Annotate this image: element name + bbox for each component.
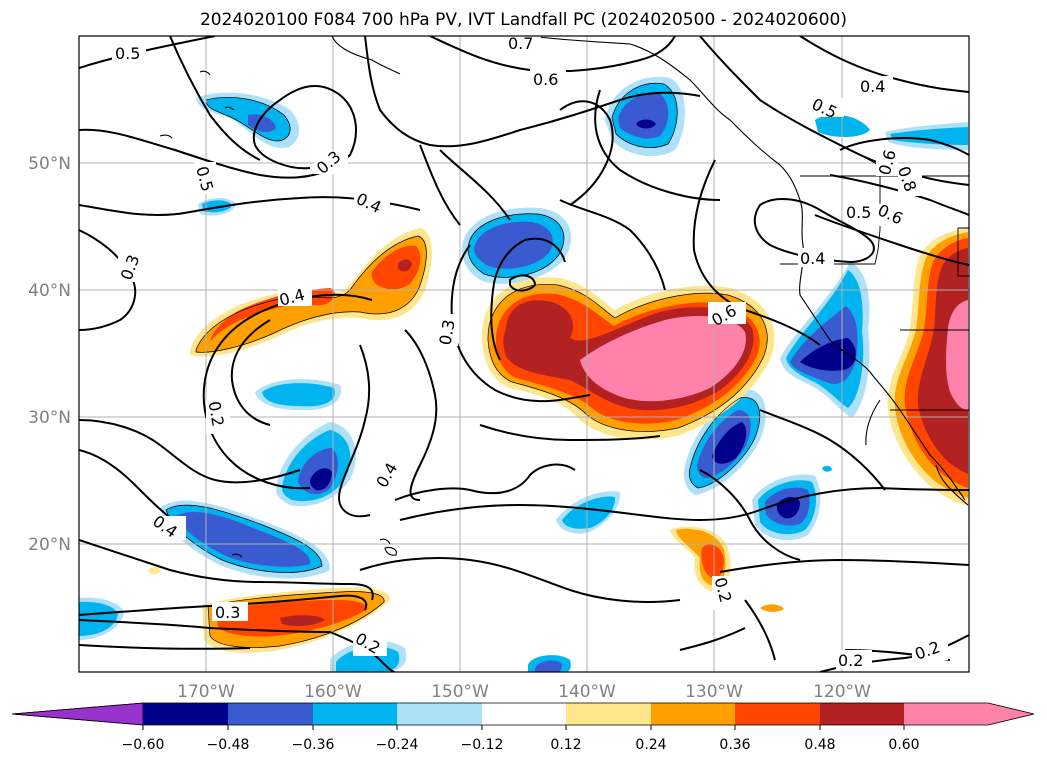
- shading-blue-east: [683, 262, 870, 541]
- colorbar-tick-label: −0.36: [292, 737, 335, 753]
- colorbar-segment: [397, 703, 482, 725]
- lon-tick-label: 150°W: [431, 682, 489, 702]
- contour-label: 0.4: [800, 249, 825, 268]
- lat-tick-label: 50°N: [28, 154, 71, 174]
- contour-labels: 0.5 0.7 0.6 0.4 0.5 0.3 0.5 0.4 0.3 0.4 …: [112, 34, 948, 670]
- lon-tick-label: 130°W: [685, 682, 743, 702]
- colorbar-tick-label: 0.24: [635, 737, 666, 753]
- contour-label: 0.2: [838, 651, 863, 670]
- colorbar-tick-label: −0.48: [207, 737, 250, 753]
- colorbar-segment: [482, 703, 566, 725]
- map-area: 0.5 0.7 0.6 0.4 0.5 0.3 0.5 0.4 0.3 0.4 …: [79, 34, 969, 672]
- colorbar-segment: [566, 703, 651, 725]
- colorbar-tick-label: 0.60: [888, 737, 919, 753]
- map-frame: [78, 35, 970, 673]
- lon-tick-labels: 170°W 160°W 150°W 140°W 130°W 120°W: [177, 682, 871, 702]
- contour-label: 0.4: [860, 77, 885, 96]
- contour-label: 0.3: [436, 318, 459, 346]
- contour-label: 0.5: [115, 44, 140, 63]
- lat-tick-labels: 50°N 40°N 30°N 20°N: [28, 154, 71, 555]
- lat-tick-label: 30°N: [28, 408, 71, 428]
- colorbar-segment: [143, 703, 228, 725]
- lon-tick-label: 140°W: [558, 682, 616, 702]
- colorbar-ticks: [142, 725, 905, 730]
- map-title: 2024020100 F084 700 hPa PV, IVT Landfall…: [199, 10, 847, 30]
- colorbar-segment: [228, 703, 313, 725]
- colorbar-tick-label: −0.60: [122, 737, 165, 753]
- shading-warm-main: [481, 277, 775, 440]
- colorbar-segment: [313, 703, 397, 725]
- shading-blue-southwest: [79, 500, 571, 672]
- colorbar-tick-label: −0.12: [461, 737, 504, 753]
- colorbar-segment: [820, 703, 904, 725]
- colorbar-tick-label: 0.48: [804, 737, 835, 753]
- colorbar-extend-low: [11, 702, 144, 726]
- lon-tick-label: 120°W: [813, 682, 871, 702]
- colorbar-segment: [651, 703, 735, 725]
- contour-label: 0.7: [508, 34, 533, 53]
- shading-blue-alaska: [605, 76, 968, 157]
- lon-tick-label: 170°W: [177, 682, 235, 702]
- colorbar-tick-label: 0.12: [550, 737, 581, 753]
- colorbar-tick-label: −0.24: [376, 737, 419, 753]
- colorbar-extend-high: [904, 703, 1034, 725]
- lat-tick-label: 20°N: [28, 535, 71, 555]
- contour-label: 0.6: [533, 70, 558, 89]
- lon-tick-label: 160°W: [304, 682, 362, 702]
- colorbar-tick-label: 0.36: [719, 737, 750, 753]
- contour-label: 0.3: [215, 603, 240, 622]
- lat-tick-label: 40°N: [28, 281, 71, 301]
- colorbar: −0.60 −0.48 −0.36 −0.24 −0.12 0.12 0.24 …: [11, 702, 1035, 753]
- colorbar-segment: [735, 703, 820, 725]
- contour-label: 0.2: [205, 400, 228, 428]
- contour-label: 0.5: [846, 203, 871, 222]
